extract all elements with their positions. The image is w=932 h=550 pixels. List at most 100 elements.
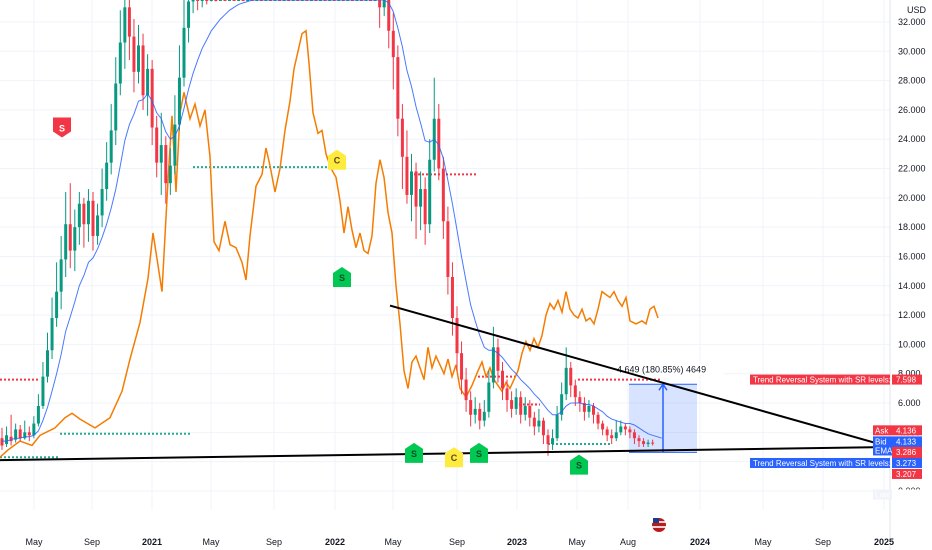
y-tick-label: 26.000 bbox=[898, 105, 926, 115]
candle-body bbox=[637, 438, 641, 442]
price-tag: 3.207 bbox=[892, 468, 922, 479]
candle-body bbox=[209, 0, 213, 1]
signal-marker-label: S bbox=[476, 449, 482, 459]
candle-body bbox=[646, 442, 650, 445]
candle-body bbox=[159, 145, 163, 163]
candle-body bbox=[410, 171, 413, 195]
candle-body bbox=[173, 124, 177, 166]
candle-body bbox=[450, 276, 454, 319]
x-tick-label: Sep bbox=[84, 537, 100, 547]
signal-marker-sell: S bbox=[53, 117, 71, 138]
candle-body bbox=[132, 36, 136, 72]
candle-body bbox=[623, 426, 627, 430]
candle-body bbox=[232, 0, 236, 1]
x-tick-label: 2023 bbox=[507, 537, 527, 547]
sr-levels bbox=[0, 166, 660, 459]
candle-body bbox=[555, 414, 559, 439]
candle-body bbox=[36, 405, 40, 424]
candle-body bbox=[127, 7, 131, 37]
x-tick-label: 2021 bbox=[142, 537, 162, 547]
candle-body bbox=[482, 411, 486, 421]
candle-body bbox=[91, 200, 95, 236]
candle-body bbox=[64, 224, 68, 260]
candle-body bbox=[428, 159, 432, 225]
x-tick-label: May bbox=[25, 537, 43, 547]
candle-body bbox=[523, 405, 527, 415]
candle-body bbox=[632, 432, 636, 439]
x-tick-label: 2022 bbox=[325, 537, 345, 547]
y-tick-label: 24.000 bbox=[898, 134, 926, 144]
y-tick-label: 20.000 bbox=[898, 193, 926, 203]
candle-body bbox=[414, 171, 418, 207]
candle-body bbox=[619, 426, 623, 433]
price-tag: Bid 4.133 bbox=[873, 436, 922, 447]
candle-body bbox=[532, 417, 536, 427]
candle-body bbox=[605, 429, 609, 436]
price-tags: Trend Reversal System with SR levels:Plo… bbox=[750, 374, 922, 500]
candle-body bbox=[237, 0, 241, 1]
signal-marker-label: S bbox=[59, 124, 65, 134]
candle-body bbox=[396, 57, 400, 119]
price-tag-name-bg bbox=[873, 445, 892, 456]
candle-body bbox=[528, 405, 532, 418]
x-tick-label: May bbox=[384, 537, 402, 547]
candle-body bbox=[46, 350, 49, 377]
candle-body bbox=[50, 318, 54, 351]
price-tag-value: 2.284 bbox=[896, 490, 917, 499]
candle-body bbox=[73, 227, 77, 251]
candle-body bbox=[214, 0, 218, 1]
candle-body bbox=[628, 429, 632, 433]
orange-indicator-line bbox=[0, 29, 659, 458]
y-tick-label: 18.000 bbox=[898, 222, 926, 232]
price-tag-name: Trend Reversal System with SR levels:Plo… bbox=[753, 376, 906, 385]
signal-marker-close: C bbox=[445, 447, 463, 468]
candles bbox=[0, 0, 655, 456]
candle-body bbox=[592, 405, 595, 415]
price-tag-value: 4.136 bbox=[896, 426, 917, 435]
price-tag-value-bg bbox=[892, 489, 922, 500]
candle-body bbox=[541, 420, 545, 436]
measure-label-bg bbox=[612, 362, 724, 376]
candle-body bbox=[441, 168, 445, 222]
candle-body bbox=[478, 408, 482, 421]
candle-body bbox=[150, 68, 154, 128]
candle-body bbox=[564, 367, 568, 395]
close-marker-shape bbox=[328, 149, 346, 170]
price-tag-name-bg bbox=[873, 425, 892, 436]
candle-body bbox=[246, 0, 250, 1]
candle-body bbox=[32, 423, 36, 436]
y-tick-label: 32.000 bbox=[898, 17, 926, 27]
candle-body bbox=[596, 414, 600, 424]
candle-body bbox=[223, 0, 227, 1]
candle-body bbox=[123, 7, 127, 43]
price-tag-name-bg bbox=[873, 489, 892, 500]
candle-body bbox=[601, 423, 605, 430]
candle-body bbox=[77, 203, 81, 228]
orange-indicator bbox=[0, 29, 659, 458]
candle-body bbox=[100, 189, 104, 216]
signal-marker-buy: S bbox=[470, 442, 488, 463]
candle-body bbox=[5, 435, 9, 445]
price-tag-value: 7.598 bbox=[896, 376, 917, 385]
candle-body bbox=[191, 0, 195, 2]
candle-body bbox=[228, 0, 231, 1]
candle-body bbox=[519, 397, 523, 415]
candle-body bbox=[569, 367, 573, 386]
candle-body bbox=[118, 42, 122, 84]
candle-body bbox=[496, 347, 500, 371]
signal-marker-label: C bbox=[334, 156, 341, 166]
candle-body bbox=[378, 0, 382, 8]
usd-label-group: USD bbox=[907, 5, 927, 15]
candle-body bbox=[400, 118, 404, 157]
price-tag-value: 3.273 bbox=[896, 459, 917, 468]
resistance-trendline[interactable] bbox=[389, 304, 891, 448]
y-tick-label: 12.000 bbox=[898, 310, 926, 320]
x-tick-label: May bbox=[754, 537, 772, 547]
y-tick-label: 8.000 bbox=[898, 369, 921, 379]
candle-body bbox=[437, 118, 441, 169]
candle-body bbox=[187, 1, 191, 28]
currency-label: USD bbox=[907, 5, 927, 15]
candle-body bbox=[560, 394, 564, 415]
